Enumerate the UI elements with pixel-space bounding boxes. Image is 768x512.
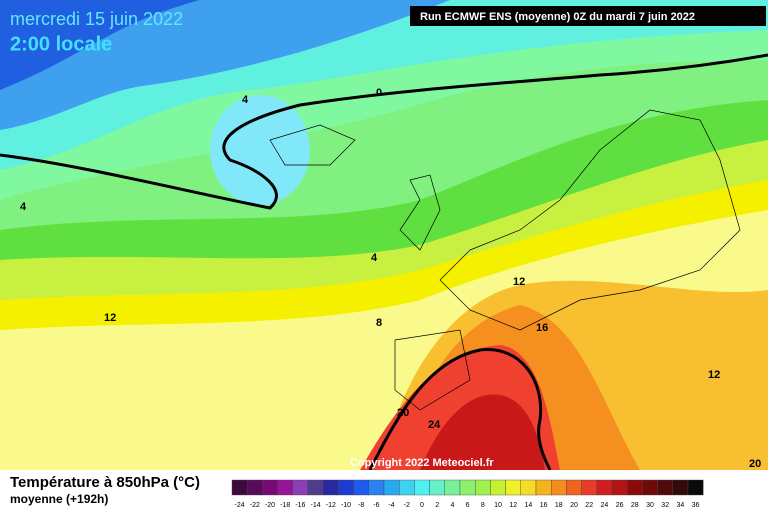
colorbar-swatch	[292, 479, 309, 496]
date-title: mercredi 15 juin 2022	[10, 9, 183, 29]
run-info: Run ECMWF ENS (moyenne) 0Z du mardi 7 ju…	[420, 11, 695, 23]
time-title: 2:00 locale	[10, 33, 112, 55]
legend-title: Température à 850hPa (°C)	[10, 474, 200, 491]
colorbar-swatch	[368, 479, 385, 496]
colorbar-label: 14	[525, 502, 533, 509]
colorbar-label: 10	[494, 502, 502, 509]
contour-zero	[0, 53, 768, 210]
contour-label: 12	[104, 312, 116, 324]
colorbar-label: -18	[280, 502, 290, 509]
colorbar-swatch	[611, 479, 628, 496]
colorbar-swatch	[231, 479, 248, 496]
contour-label: 20	[749, 458, 761, 470]
colorbar-swatch	[429, 479, 446, 496]
colorbar-label: 6	[466, 502, 470, 509]
colorbar-swatch	[399, 479, 415, 496]
colorbar-swatch	[246, 479, 263, 496]
colorbar-label: -16	[295, 502, 305, 509]
colorbar-swatch	[459, 479, 476, 496]
contour-label: 12	[513, 276, 525, 288]
colorbar-swatch	[353, 479, 370, 496]
colorbar-label: 30	[646, 502, 654, 509]
colorbar-swatch	[657, 479, 673, 496]
coastlines	[269, 109, 741, 411]
colorbar-label: 36	[692, 502, 700, 509]
colorbar-swatch	[383, 479, 400, 496]
colorbar-swatch	[307, 479, 324, 496]
colorbar-label: -22	[250, 502, 260, 509]
colorbar-label: -14	[311, 502, 321, 509]
colorbar-label: -10	[341, 502, 351, 509]
colorbar-swatch	[277, 479, 294, 496]
colorbar-label: 12	[509, 502, 517, 509]
colorbar-swatch	[505, 479, 522, 496]
colorbar-label: -12	[326, 502, 336, 509]
copyright: Copyright 2022 Meteociel.fr	[350, 457, 494, 469]
legend-subtitle: moyenne (+192h)	[10, 492, 108, 506]
colorbar-label: -6	[373, 502, 379, 509]
colorbar-swatch	[581, 479, 597, 496]
band	[0, 0, 200, 90]
colorbar-label: 16	[540, 502, 548, 509]
colorbar-swatch	[551, 479, 567, 496]
colorbar-label: -24	[235, 502, 245, 509]
colorbar-label: -8	[358, 502, 364, 509]
colorbar-label: 28	[631, 502, 639, 509]
colorbar-swatch	[642, 479, 658, 496]
contour-label: 24	[428, 419, 441, 431]
colorbar-label: 18	[555, 502, 563, 509]
colorbar-swatch	[262, 479, 278, 496]
contour-label: 16	[536, 322, 548, 334]
contour-label: 12	[708, 369, 720, 381]
contour-label: 20	[397, 407, 409, 419]
colorbar-label: 20	[570, 502, 578, 509]
colorbar-swatch	[444, 479, 461, 496]
colorbar-swatch	[475, 479, 491, 496]
contour-label: 4	[20, 201, 27, 213]
colorbar-label: -20	[265, 502, 275, 509]
contour-label: 8	[376, 317, 382, 329]
colorbar-label: -2	[404, 502, 410, 509]
colorbar-swatch	[687, 479, 704, 496]
colorbar-label: 22	[585, 502, 593, 509]
colorbar-swatch	[490, 479, 506, 496]
colorbar-swatch	[323, 479, 339, 496]
colorbar-label: -4	[388, 502, 394, 509]
colorbar-swatch	[596, 479, 613, 496]
colorbar-swatch	[535, 479, 552, 496]
colorbar-label: 34	[677, 502, 685, 509]
band	[420, 394, 545, 470]
colorbar-label: 24	[601, 502, 609, 509]
colorbar-label: 32	[661, 502, 669, 509]
colorbar-label: 4	[450, 502, 454, 509]
contour-label: 4	[371, 252, 378, 264]
colorbar-label: 8	[481, 502, 485, 509]
contour-label: 0	[376, 87, 382, 99]
colorbar-swatch	[672, 479, 689, 496]
colorbar-swatch	[520, 479, 537, 496]
run-box	[410, 6, 766, 26]
map: 4 0 4 4 8 12 12 16 12 20 24 20	[0, 0, 768, 471]
colorbar-swatch	[566, 479, 582, 496]
contour-label: 4	[242, 94, 249, 106]
colorbar-label: 0	[420, 502, 424, 509]
contour-twenty	[368, 348, 552, 471]
colorbar-swatch	[414, 479, 430, 496]
colorbar-label: 26	[616, 502, 624, 509]
band	[210, 95, 310, 205]
colorbar: -24 -22 -20 -18 -16 -14 -12 -10 -8 -6 -4 -2 0 2 4 6 8 10 1…	[231, 479, 704, 509]
colorbar-swatch	[627, 479, 643, 496]
colorbar-swatch	[338, 479, 354, 496]
colorbar-label: 2	[435, 502, 439, 509]
